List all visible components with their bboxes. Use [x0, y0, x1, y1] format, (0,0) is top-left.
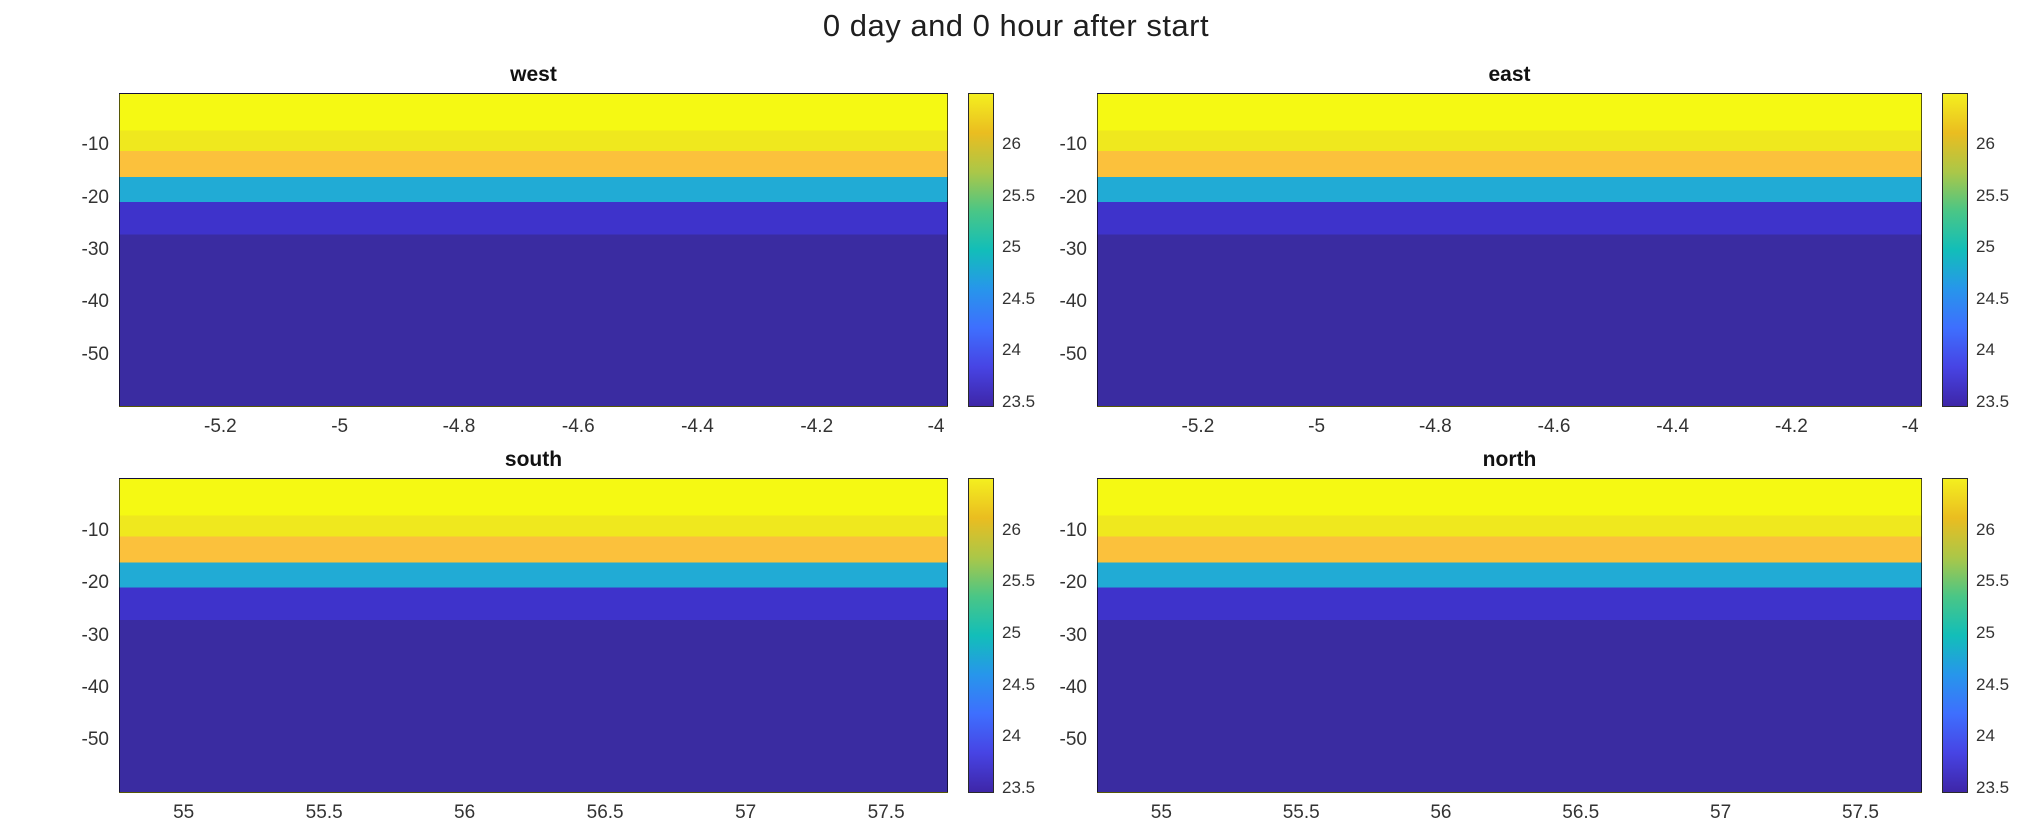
y-tick-label: -50: [1059, 729, 1087, 751]
colorbar-tick-label: 24: [1002, 340, 1021, 360]
y-tick-label: -30: [1059, 624, 1087, 646]
colorbar-tick-label: 24.5: [1002, 674, 1036, 694]
colorbar-tick-label: 24: [1976, 726, 1995, 746]
colorbar-tick-label: 23.5: [1002, 391, 1036, 411]
y-tick-label: -40: [1059, 677, 1087, 698]
y-tick-label: -10: [81, 519, 109, 541]
x-tick-label: 55: [1150, 802, 1172, 823]
subplot-south: south -10 -20 -30 -40 -50 55 55.5 56 56.…: [82, 448, 1036, 823]
colorbar-tick-label: 26: [1976, 134, 1995, 154]
colorbar-tick-label: 25.5: [1002, 571, 1036, 591]
y-tick-label: -40: [1059, 291, 1087, 313]
y-tick-label: -10: [1059, 134, 1087, 156]
colorbar-tick-label: 25: [1002, 622, 1021, 642]
colorbar-tick-label: 25: [1976, 622, 1995, 642]
heatmap-east: [1097, 93, 1922, 407]
x-tick-label: -5: [1308, 416, 1326, 437]
figure-title: 0 day and 0 hour after start: [822, 8, 1210, 43]
x-tick-label: 56.5: [586, 802, 624, 823]
y-tick-label: -20: [81, 571, 109, 593]
colorbar: [968, 478, 994, 793]
colorbar-tick-label: 26: [1002, 519, 1021, 539]
subplot-title-south: south: [504, 448, 563, 471]
x-tick-label: 55.5: [1282, 802, 1320, 823]
x-tick-label: 56.5: [1562, 802, 1600, 823]
y-tick-label: -30: [81, 239, 109, 260]
colorbar-tick-label: 24.5: [1976, 674, 2010, 694]
colorbar-tick-label: 25: [1976, 237, 1995, 257]
y-tick-label: -10: [81, 134, 109, 156]
x-tick-label: -4: [927, 416, 945, 437]
x-tick-label: -4.8: [1418, 416, 1452, 437]
x-tick-label: -4.4: [1656, 416, 1690, 437]
heatmap-west: [119, 93, 948, 407]
subplot-title-north: north: [1482, 448, 1537, 471]
colorbar-tick-label: 26: [1002, 134, 1021, 154]
subplot-east: east -10 -20 -30 -40 -50 -5.2 -5 -4.8 -4…: [1060, 63, 2010, 437]
x-tick-label: 57: [1710, 802, 1732, 823]
colorbar-tick-label: 23.5: [1976, 777, 2010, 797]
colorbar-tick-label: 24: [1002, 726, 1021, 746]
y-tick-label: -50: [81, 729, 109, 751]
colorbar-tick-label: 23.5: [1976, 391, 2010, 411]
x-tick-label: 55.5: [305, 802, 343, 823]
colorbar-tick-label: 23.5: [1002, 777, 1036, 797]
y-tick-label: -30: [81, 624, 109, 646]
y-tick-label: -40: [81, 291, 109, 313]
y-tick-label: -20: [81, 186, 109, 208]
x-tick-label: -4.2: [800, 416, 834, 437]
x-tick-label: -4.4: [681, 416, 714, 437]
x-tick-label: 55: [173, 802, 195, 823]
y-tick-label: -50: [1059, 343, 1087, 365]
x-tick-label: -5.2: [1181, 416, 1215, 437]
x-tick-label: -4.2: [1775, 416, 1808, 437]
colorbar: [1942, 478, 1968, 793]
y-tick-label: -50: [81, 343, 109, 365]
y-tick-label: -30: [1059, 239, 1087, 260]
colorbar: [968, 93, 994, 407]
x-tick-label: 57.5: [867, 802, 905, 823]
subplot-title-west: west: [510, 63, 557, 86]
heatmap-south: [119, 478, 948, 793]
x-tick-label: 56: [454, 802, 476, 823]
x-tick-label: 57.5: [1841, 802, 1879, 823]
x-tick-label: -4: [1901, 416, 1919, 437]
subplot-west: west -10 -20 -30 -40 -50 -5.2 -5 -4.8 -4…: [82, 63, 1036, 437]
x-tick-label: -5: [331, 416, 349, 437]
x-tick-label: -4.6: [1537, 416, 1571, 437]
subplot-north: north -10 -20 -30 -40 -50 55 55.5 56 56.…: [1060, 448, 2010, 823]
colorbar-tick-label: 25: [1002, 237, 1021, 257]
subplot-title-east: east: [1488, 63, 1531, 86]
x-tick-label: -4.8: [442, 416, 476, 437]
y-tick-label: -20: [1059, 571, 1087, 593]
colorbar-tick-label: 24.5: [1002, 288, 1036, 308]
colorbar-tick-label: 25.5: [1976, 185, 2010, 205]
colorbar: [1942, 93, 1968, 407]
x-tick-label: -4.6: [561, 416, 595, 437]
x-tick-label: 57: [735, 802, 757, 823]
x-tick-label: -5.2: [204, 416, 237, 437]
colorbar-tick-label: 24.5: [1976, 288, 2010, 308]
heatmap-north: [1097, 478, 1922, 793]
colorbar-tick-label: 26: [1976, 519, 1995, 539]
x-tick-label: 56: [1430, 802, 1452, 823]
colorbar-tick-label: 24: [1976, 340, 1995, 360]
y-tick-label: -10: [1059, 519, 1087, 541]
y-tick-label: -20: [1059, 186, 1087, 208]
colorbar-tick-label: 25.5: [1976, 571, 2010, 591]
y-tick-label: -40: [81, 677, 109, 698]
colorbar-tick-label: 25.5: [1002, 185, 1036, 205]
